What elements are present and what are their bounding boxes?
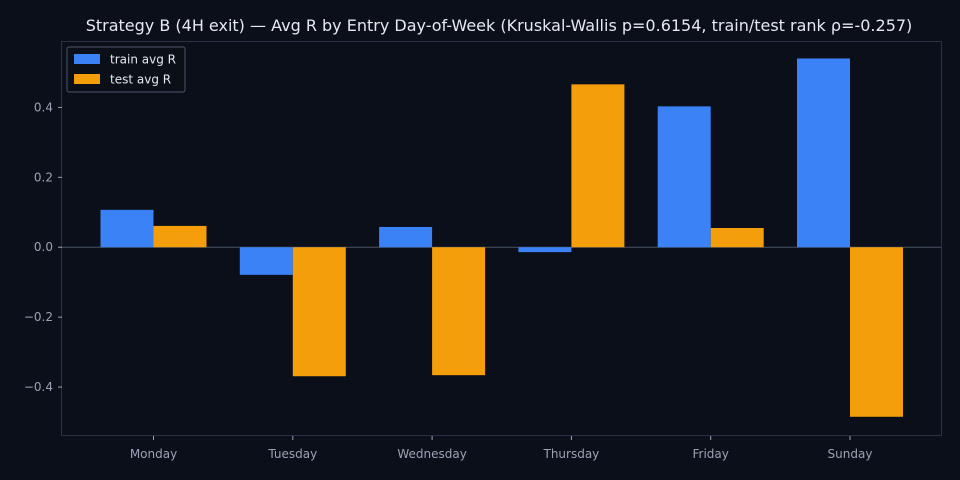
legend: train avg R test avg R	[66, 46, 186, 93]
bars-layer	[100, 58, 903, 417]
x-tick-label-wednesday: Wednesday	[397, 447, 466, 461]
bar-sunday-train	[797, 58, 850, 248]
y-tick-label: −0.2	[24, 310, 53, 324]
x-tick-label-sunday: Sunday	[828, 447, 873, 461]
y-tick-label: −0.4	[24, 380, 53, 394]
bar-friday-test	[710, 228, 764, 248]
x-tick-label-thursday: Thursday	[542, 447, 599, 461]
x-tick-label-friday: Friday	[693, 447, 729, 461]
bar-sunday-test	[850, 247, 903, 417]
axes-frame	[61, 41, 942, 436]
x-tick-label-tuesday: Tuesday	[267, 447, 317, 461]
y-axis: −0.4 −0.2 0.0 0.2 0.4	[24, 100, 62, 394]
legend-label-test: test avg R	[110, 73, 171, 87]
chart-title: Strategy B (4H exit) — Avg R by Entry Da…	[86, 16, 913, 35]
legend-swatch-test	[74, 74, 100, 84]
x-axis: Monday Tuesday Wednesday Thursday Friday Sund…	[130, 436, 873, 461]
y-tick-label: 0.0	[34, 240, 53, 254]
bar-monday-test	[153, 225, 207, 248]
bar-wednesday-test	[432, 247, 486, 376]
bar-tuesday-test	[292, 247, 346, 377]
legend-label-train: train avg R	[110, 53, 176, 67]
bar-thursday-train	[518, 247, 572, 253]
legend-items: train avg R test avg R	[74, 53, 176, 87]
y-tick-label: 0.4	[34, 100, 53, 114]
bar-wednesday-train	[379, 226, 433, 248]
bar-tuesday-train	[239, 247, 293, 275]
bar-monday-train	[100, 209, 154, 248]
y-tick-label: 0.2	[34, 170, 53, 184]
bar-friday-train	[657, 106, 711, 248]
bar-thursday-test	[571, 84, 625, 248]
x-tick-label-monday: Monday	[130, 447, 177, 461]
legend-swatch-train	[74, 54, 100, 64]
